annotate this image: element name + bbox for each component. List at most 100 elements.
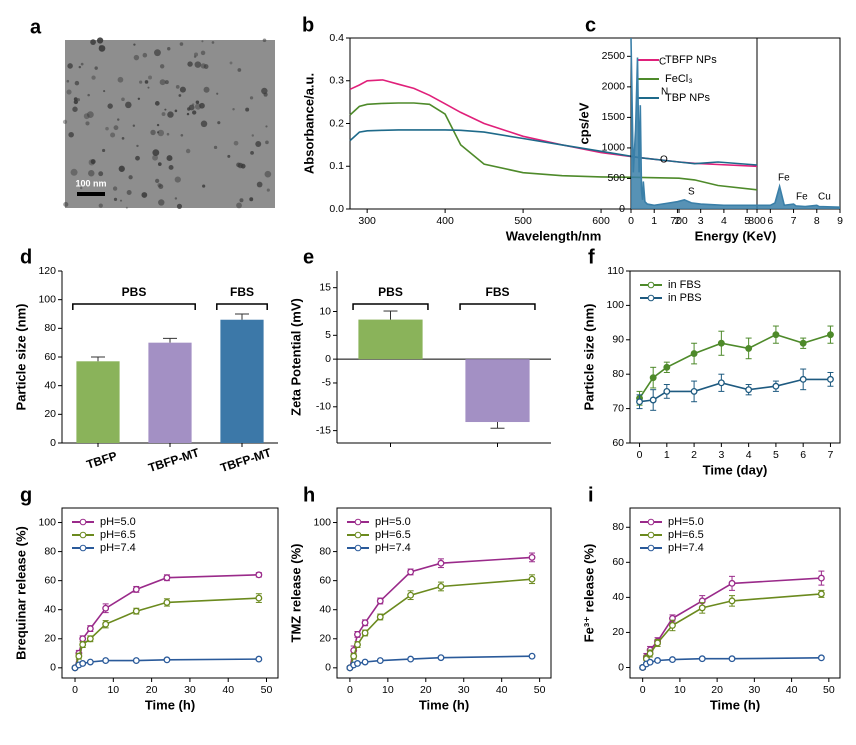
particle <box>213 145 218 150</box>
y-tick-label: 40 <box>319 603 331 615</box>
legend-label: pH=6.5 <box>375 529 411 541</box>
legend-marker <box>79 518 87 526</box>
particle <box>85 121 90 126</box>
series-line <box>74 574 259 669</box>
point <box>132 657 140 665</box>
y-tick-label: 80 <box>319 545 331 557</box>
point <box>728 579 736 587</box>
legend-label: pH=5.0 <box>375 516 411 528</box>
x-tick-label: 0 <box>640 684 646 696</box>
bar <box>76 361 120 443</box>
y-tick-label: 0 <box>50 437 56 449</box>
x-tick-label: TBFP-MT <box>147 445 202 475</box>
point <box>132 585 140 593</box>
point <box>654 657 662 664</box>
particle <box>72 106 78 112</box>
point <box>649 396 657 404</box>
x-tick-label: 2 <box>691 449 697 461</box>
point <box>668 621 676 629</box>
y-tick-label: 80 <box>44 545 56 557</box>
point <box>163 598 171 606</box>
x-tick-label: 2 <box>675 215 681 227</box>
particle <box>166 132 170 136</box>
point <box>728 597 736 605</box>
particle <box>118 165 125 172</box>
point <box>745 386 753 394</box>
particle <box>137 97 141 101</box>
particle <box>227 154 231 158</box>
point <box>690 350 698 358</box>
particle <box>73 99 79 105</box>
point <box>772 382 780 390</box>
x-axis-label: Time (h) <box>145 697 195 712</box>
y-tick-label: 20 <box>612 626 624 638</box>
particle <box>133 54 140 61</box>
x-tick-label: 7 <box>828 449 834 461</box>
particle <box>121 137 125 140</box>
x-tick-label: 20 <box>420 684 432 696</box>
x-tick-label: 4 <box>721 215 727 227</box>
particle <box>157 183 162 188</box>
x-tick-label: 0 <box>72 684 78 696</box>
y-axis-label: TMZ release (%) <box>288 544 303 643</box>
x-tick-label: TBFP <box>85 449 119 472</box>
y-tick-label: 1000 <box>602 142 626 154</box>
point <box>654 639 662 647</box>
legend-marker <box>354 544 362 552</box>
x-tick-label: 9 <box>837 215 843 227</box>
point <box>728 655 736 663</box>
particle <box>193 55 197 58</box>
x-tick-label: 30 <box>749 684 761 696</box>
group-bracket <box>216 303 268 310</box>
point <box>528 553 536 561</box>
y-axis-label: Zeta Potential (mV) <box>288 298 303 416</box>
bar <box>465 359 530 423</box>
x-axis-label: Energy (KeV) <box>695 228 777 243</box>
bar <box>220 319 264 443</box>
particle <box>195 100 200 105</box>
legend-marker <box>647 531 655 539</box>
point <box>376 657 384 665</box>
y-tick-label: -15 <box>316 424 331 436</box>
x-tick-label: 20 <box>711 684 723 696</box>
particle <box>139 80 143 84</box>
x-tick-label: 20 <box>146 684 158 696</box>
particle <box>135 155 140 161</box>
group-label: FBS <box>230 285 254 299</box>
legend-label: pH=6.5 <box>668 529 704 541</box>
point <box>79 635 87 643</box>
point <box>690 387 698 395</box>
particle <box>237 68 242 72</box>
point <box>86 658 94 666</box>
plot-frame <box>629 507 841 679</box>
particle <box>192 110 197 115</box>
y-tick-label: 100 <box>313 516 331 528</box>
point <box>407 655 415 663</box>
point <box>354 630 361 638</box>
particle <box>66 89 72 95</box>
point <box>528 652 536 660</box>
particle <box>157 129 165 137</box>
x-tick-label: 500 <box>514 215 532 227</box>
particle <box>200 63 207 69</box>
point <box>717 379 725 387</box>
particle <box>159 64 165 69</box>
annotation: S <box>688 187 695 198</box>
particle <box>161 112 166 117</box>
plot-frame <box>61 507 279 679</box>
particle <box>119 199 123 202</box>
point <box>698 604 706 612</box>
particle <box>90 159 96 165</box>
legend-label: pH=7.4 <box>100 542 136 554</box>
particle <box>164 80 169 85</box>
particle <box>251 134 254 137</box>
x-tick-label: 0 <box>347 684 353 696</box>
panel-letter: i <box>588 484 594 506</box>
y-tick-label: 2000 <box>602 81 626 93</box>
y-tick-label: 10 <box>319 305 331 317</box>
particle <box>80 62 84 66</box>
bar <box>148 342 192 443</box>
particle <box>245 107 250 112</box>
particle <box>76 98 81 102</box>
series-line <box>349 556 533 668</box>
